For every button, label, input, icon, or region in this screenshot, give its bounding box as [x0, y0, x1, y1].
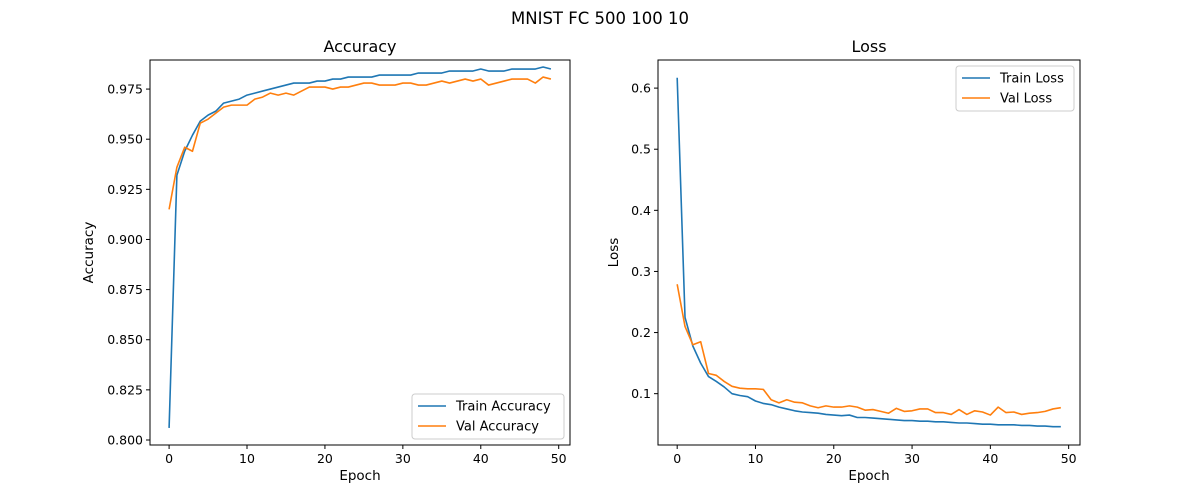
series-line-train-loss: [676, 77, 1061, 428]
legend-label: Train Loss: [999, 72, 1064, 87]
y-tick-label: 0.4: [631, 203, 651, 218]
x-axis-label: Epoch: [339, 468, 380, 484]
x-tick-label: 30: [904, 451, 920, 466]
x-tick-label: 10: [748, 451, 764, 466]
x-tick-label: 20: [317, 451, 333, 466]
x-tick-label: 0: [673, 451, 681, 466]
y-tick-label: 0.3: [631, 264, 651, 279]
x-tick-label: 30: [395, 451, 411, 466]
loss-chart: Loss 0 10 20 30 40 50 0.1 0.2 0.3 0.4 0.5 0.6 Epoch Lo…: [606, 37, 1081, 484]
y-tick-label: 0.825: [107, 382, 143, 397]
legend-box: [411, 393, 565, 440]
legend-label: Train Accuracy: [455, 400, 551, 415]
x-tick-label: 40: [473, 451, 489, 466]
legend: Train Loss Val Loss: [955, 65, 1075, 112]
y-axis-label: Loss: [606, 238, 622, 268]
y-tick-label: 0.1: [631, 386, 651, 401]
y-tick-label: 0.950: [107, 132, 143, 147]
x-tick-label: 40: [982, 451, 998, 466]
accuracy-chart: Accuracy 0 10 20 30 40 50 0.800 0.825 0.850 0.875 0…: [81, 37, 571, 484]
y-tick-label: 0.800: [107, 432, 143, 447]
plot-frame: [149, 59, 571, 446]
legend-label: Val Accuracy: [456, 420, 539, 435]
y-tick-label: 0.6: [631, 81, 651, 96]
figure-suptitle: MNIST FC 500 100 10: [511, 9, 689, 28]
legend: Train Accuracy Val Accuracy: [411, 393, 565, 440]
series-line-train-accuracy: [168, 66, 552, 428]
x-tick-label: 20: [826, 451, 842, 466]
legend-label: Val Loss: [1000, 92, 1052, 107]
series-line-val-loss: [676, 284, 1061, 416]
plot-title: Accuracy: [323, 37, 396, 56]
y-tick-label: 0.925: [107, 182, 143, 197]
y-tick-label: 0.850: [107, 332, 143, 347]
y-axis-label: Accuracy: [81, 222, 97, 284]
x-tick-label: 50: [1061, 451, 1077, 466]
series-line-val-accuracy: [168, 76, 552, 210]
x-tick-label: 0: [165, 451, 173, 466]
y-tick-label: 0.2: [631, 325, 651, 340]
x-axis-label: Epoch: [848, 468, 889, 484]
y-tick-label: 0.975: [107, 82, 143, 97]
x-tick-label: 10: [239, 451, 255, 466]
y-tick-label: 0.5: [631, 142, 651, 157]
y-tick-label: 0.900: [107, 232, 143, 247]
x-tick-label: 50: [551, 451, 567, 466]
plot-frame: [657, 59, 1081, 446]
plot-title: Loss: [851, 37, 886, 56]
y-tick-label: 0.875: [107, 282, 143, 297]
